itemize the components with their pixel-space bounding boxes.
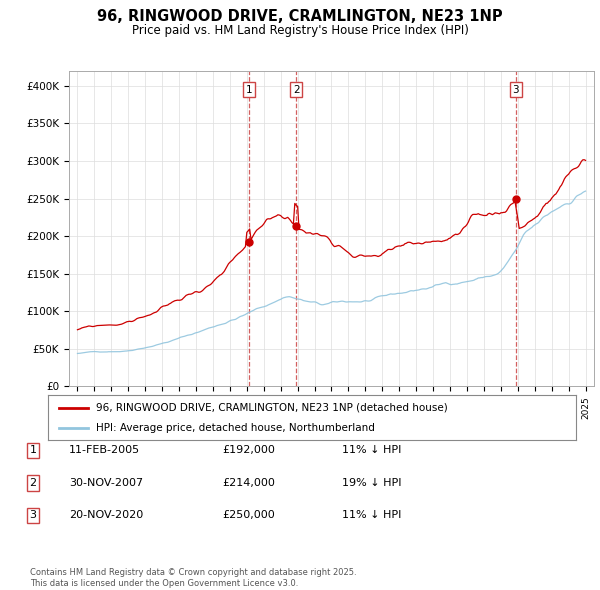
Text: 1: 1 [245,84,252,94]
Text: £250,000: £250,000 [222,510,275,520]
Text: £214,000: £214,000 [222,478,275,488]
Text: 2: 2 [29,478,37,488]
Text: This data is licensed under the Open Government Licence v3.0.: This data is licensed under the Open Gov… [30,579,298,588]
Text: 1: 1 [29,445,37,455]
Text: 3: 3 [512,84,519,94]
Text: £192,000: £192,000 [222,445,275,455]
Text: 11-FEB-2005: 11-FEB-2005 [69,445,140,455]
Text: 19% ↓ HPI: 19% ↓ HPI [342,478,401,488]
Text: 11% ↓ HPI: 11% ↓ HPI [342,445,401,455]
Text: 96, RINGWOOD DRIVE, CRAMLINGTON, NE23 1NP: 96, RINGWOOD DRIVE, CRAMLINGTON, NE23 1N… [97,9,503,24]
Text: 30-NOV-2007: 30-NOV-2007 [69,478,143,488]
Text: HPI: Average price, detached house, Northumberland: HPI: Average price, detached house, Nort… [95,424,374,434]
Text: 3: 3 [29,510,37,520]
Text: 20-NOV-2020: 20-NOV-2020 [69,510,143,520]
Text: 11% ↓ HPI: 11% ↓ HPI [342,510,401,520]
Text: Contains HM Land Registry data © Crown copyright and database right 2025.: Contains HM Land Registry data © Crown c… [30,568,356,576]
Text: 2: 2 [293,84,299,94]
Text: Price paid vs. HM Land Registry's House Price Index (HPI): Price paid vs. HM Land Registry's House … [131,24,469,37]
Text: 96, RINGWOOD DRIVE, CRAMLINGTON, NE23 1NP (detached house): 96, RINGWOOD DRIVE, CRAMLINGTON, NE23 1N… [95,403,447,412]
